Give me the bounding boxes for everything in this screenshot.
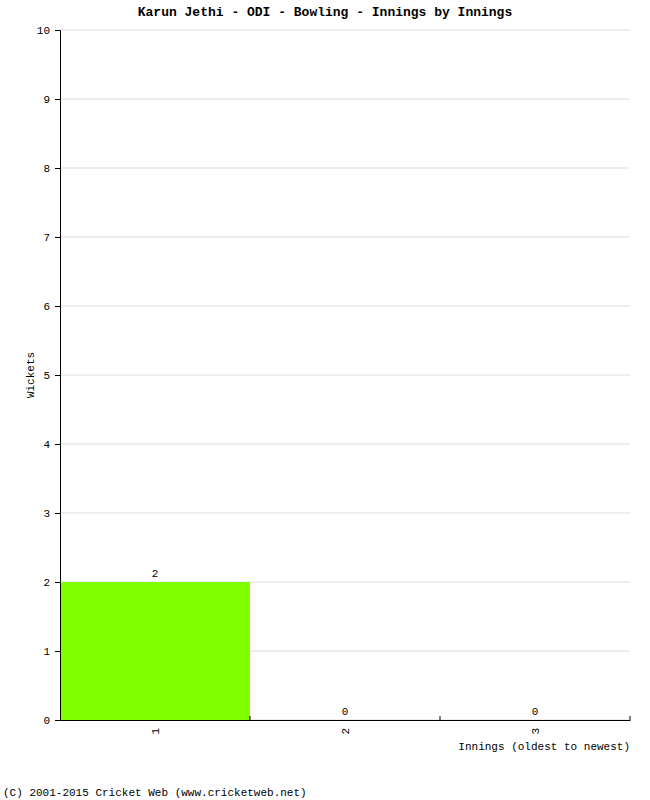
bar: [250, 720, 440, 721]
y-tick-label: 1: [43, 646, 50, 658]
y-tick-label: 6: [43, 301, 50, 313]
y-tick-mark: [55, 513, 60, 514]
y-tick-mark: [55, 720, 60, 721]
grid: [60, 30, 630, 720]
grid-line: [60, 306, 630, 307]
category-separator: [630, 716, 631, 720]
y-tick-mark: [55, 237, 60, 238]
grid-line: [60, 375, 630, 376]
y-tick-label: 5: [43, 370, 50, 382]
y-tick-mark: [55, 651, 60, 652]
category-separator: [250, 716, 251, 720]
bar: [60, 582, 250, 720]
grid-line: [60, 513, 630, 514]
x-axis-line: [61, 720, 631, 721]
grid-line: [60, 444, 630, 445]
category-separator: [440, 716, 441, 720]
y-tick: 8: [43, 163, 60, 175]
y-axis-line: [55, 31, 61, 721]
y-tick: 6: [43, 301, 60, 313]
y-tick: 2: [43, 577, 60, 589]
y-tick-mark: [55, 375, 60, 376]
data-label: 0: [532, 706, 539, 718]
x-axis-title: Innings (oldest to newest): [458, 741, 630, 753]
y-tick-mark: [55, 99, 60, 100]
y-tick: 7: [43, 232, 60, 244]
annotation: (C) 2001-2015 Cricket Web (www.cricketwe…: [3, 787, 307, 799]
x-tick-label: 1: [150, 728, 162, 735]
y-axis-title: Wickets: [25, 352, 37, 398]
y-tick-label: 9: [43, 94, 50, 106]
x-tick-label: 2: [340, 728, 352, 735]
category-separators: [250, 716, 630, 720]
chart: 2 0 0 0 1 2 3 4 5 6 7 8 9 10 1 2 3 Karun Jethi - ODI - Bo…: [0, 0, 650, 800]
y-tick-mark: [55, 444, 60, 445]
x-tick: 2: [340, 728, 352, 735]
data-label: 0: [342, 706, 349, 718]
y-tick: 3: [43, 508, 60, 520]
y-tick-mark: [55, 30, 60, 31]
y-tick: 9: [43, 94, 60, 106]
title: Karun Jethi - ODI - Bowling - Innings by…: [138, 5, 513, 20]
x-tick: 3: [530, 728, 542, 735]
x-tick: 1: [150, 728, 162, 735]
bars: [60, 582, 250, 720]
data-label: 2: [152, 568, 159, 580]
y-tick: 4: [43, 439, 60, 451]
y-tick-label: 10: [37, 25, 50, 37]
y-tick: 5: [43, 370, 60, 382]
grid-line: [60, 168, 630, 169]
grid-line: [60, 30, 630, 31]
y-tick-label: 0: [43, 715, 50, 727]
y-tick-label: 4: [43, 439, 50, 451]
y-tick-label: 8: [43, 163, 50, 175]
x-axis: 1 2 3: [61, 721, 631, 735]
y-tick-label: 2: [43, 577, 50, 589]
grid-line: [60, 99, 630, 100]
y-tick-mark: [55, 582, 60, 583]
y-axis: 0 1 2 3 4 5 6 7 8 9 10: [37, 25, 61, 727]
y-tick-label: 3: [43, 508, 50, 520]
y-tick: 0: [43, 715, 60, 727]
plot: 2 0 0 0 1 2 3 4 5 6 7 8 9 10 1 2 3: [37, 25, 631, 735]
x-tick-label: 3: [530, 728, 542, 735]
y-tick-mark: [55, 168, 60, 169]
y-tick-label: 7: [43, 232, 50, 244]
y-tick: 1: [43, 646, 60, 658]
grid-line: [60, 237, 630, 238]
y-tick: 10: [37, 25, 60, 37]
bar: [440, 720, 630, 721]
data-labels: 2 0 0: [152, 568, 539, 718]
y-tick-mark: [55, 306, 60, 307]
